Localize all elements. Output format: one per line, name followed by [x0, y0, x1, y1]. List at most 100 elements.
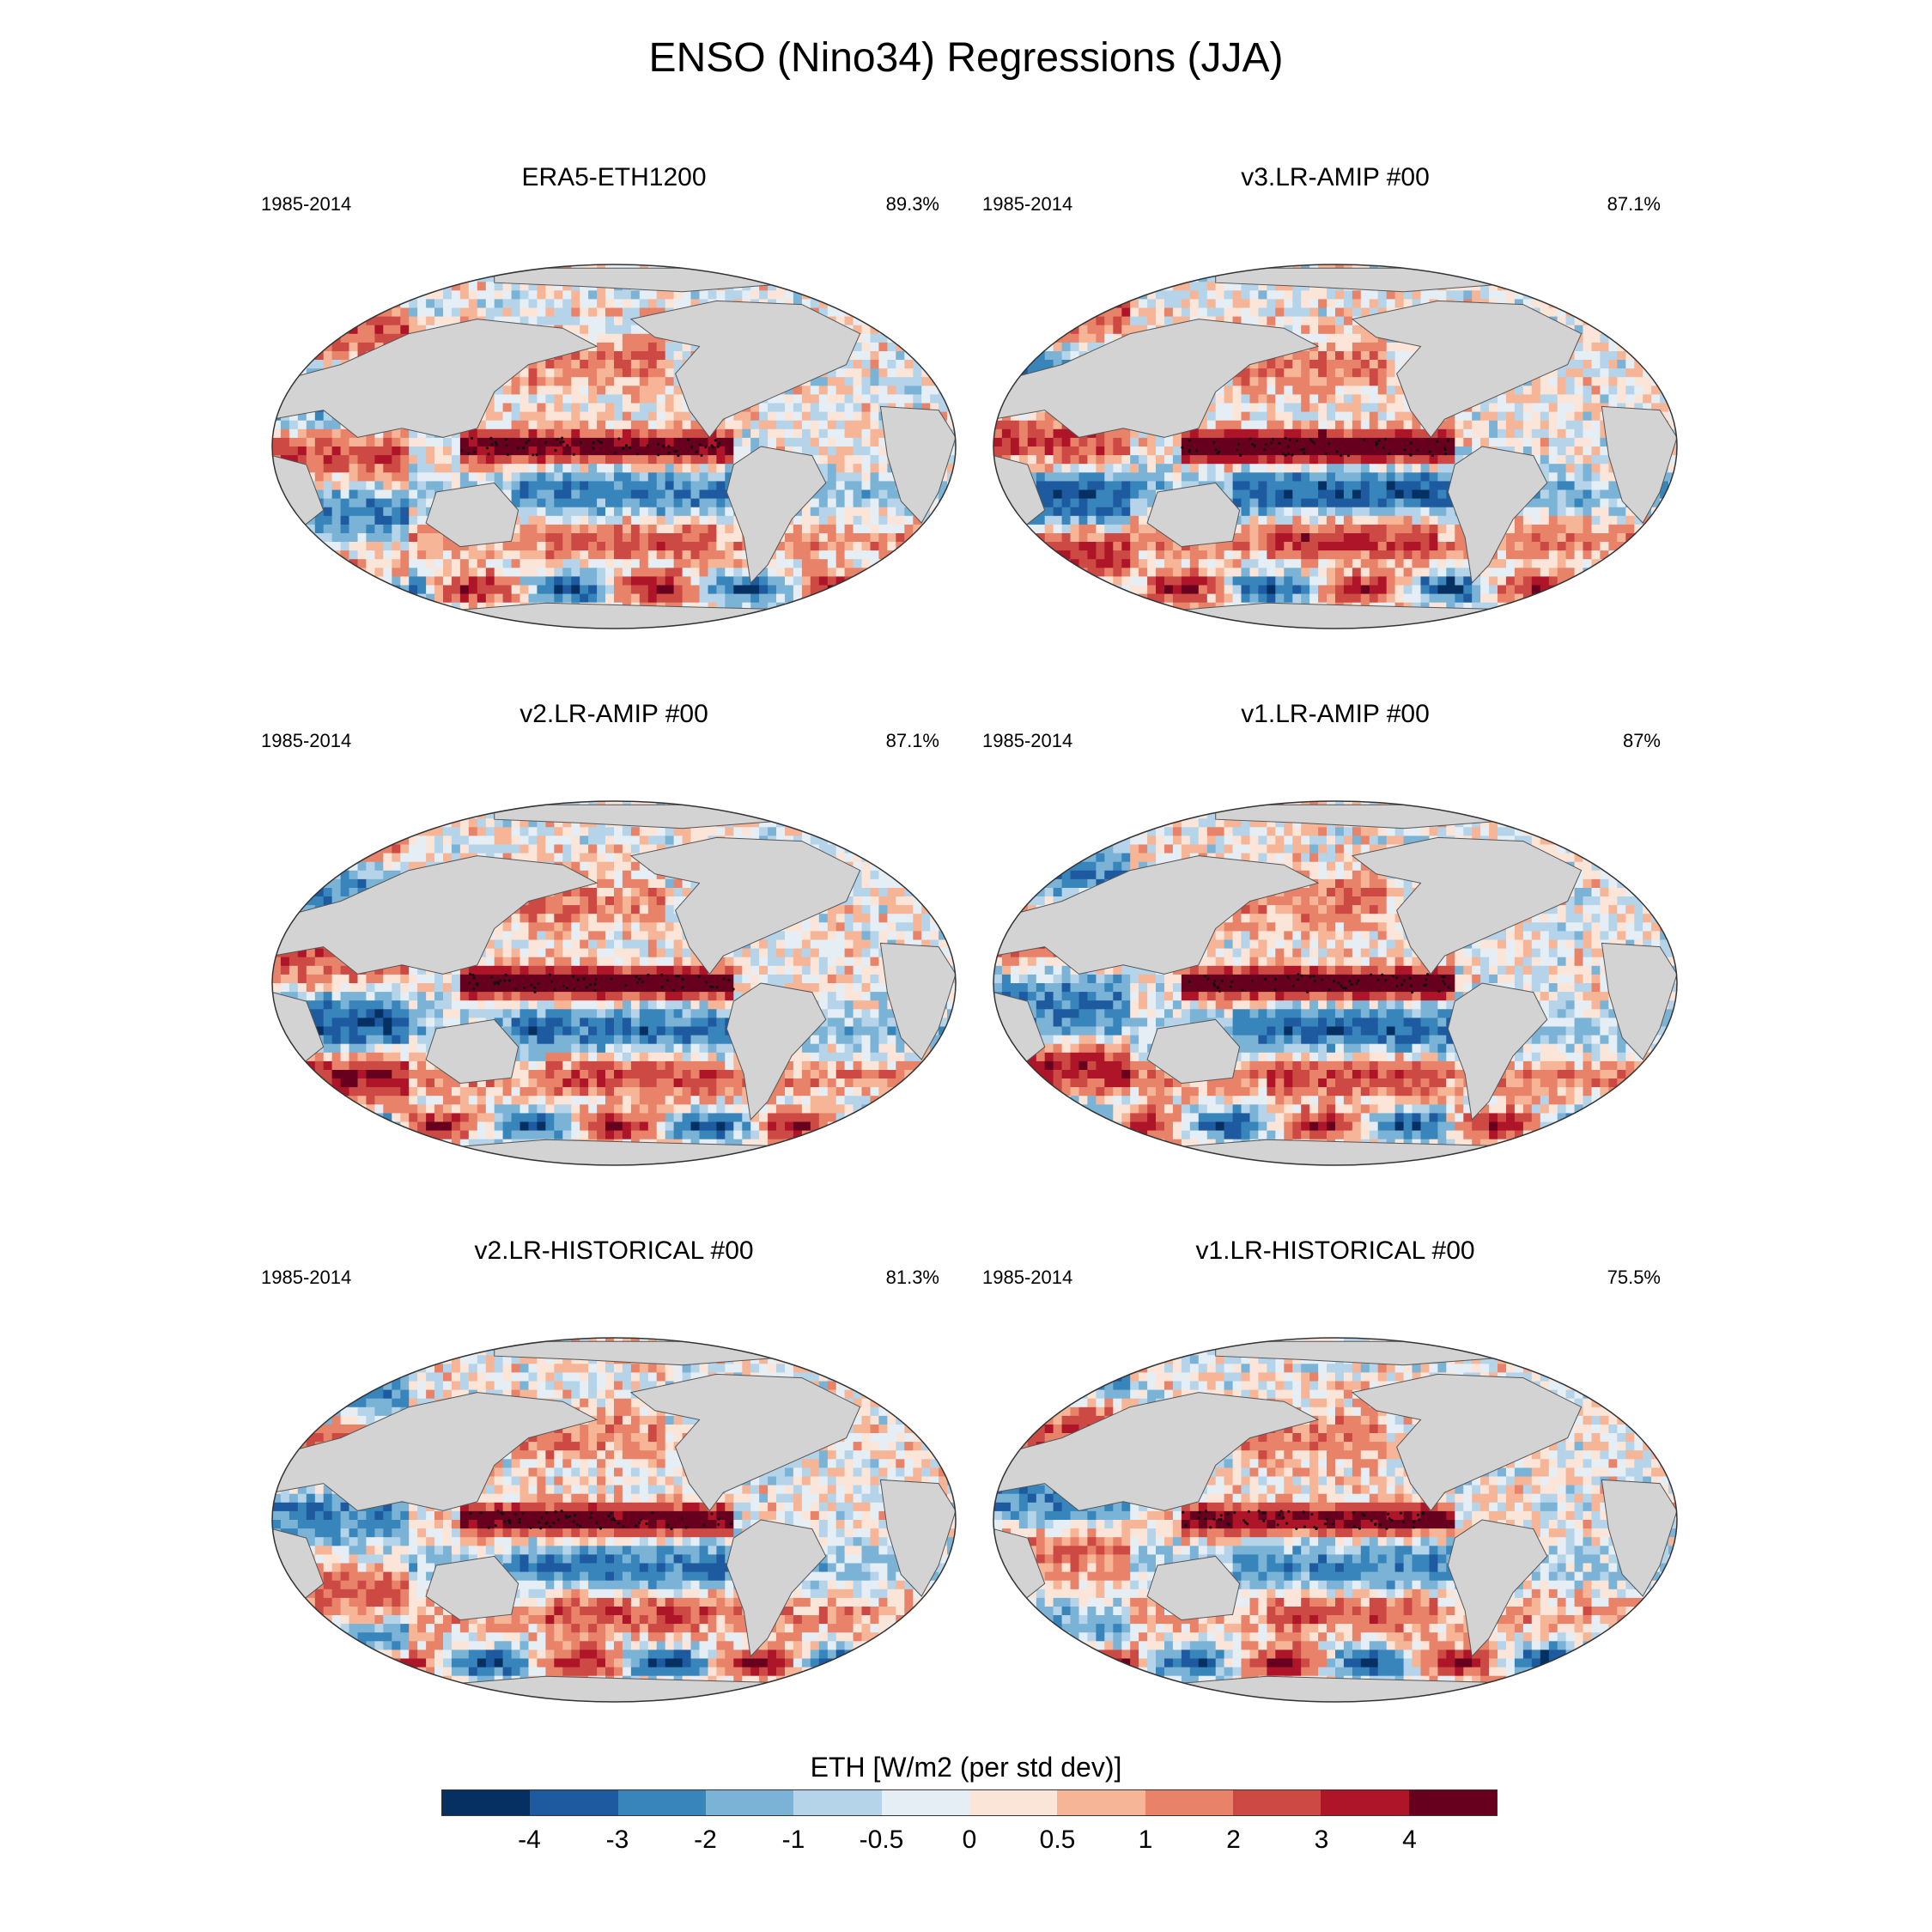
significance-dot: [1428, 450, 1431, 453]
significance-dot: [651, 1511, 654, 1515]
significance-dot: [1264, 442, 1268, 447]
colorbar: [441, 1789, 1498, 1816]
south-america-landmass: [1447, 1519, 1548, 1658]
australia-landmass: [425, 1555, 519, 1621]
significance-dot: [1403, 979, 1406, 982]
significance-dot: [471, 974, 475, 977]
significance-dot: [1376, 978, 1380, 981]
significance-dot: [574, 1514, 577, 1517]
significance-dot: [1422, 1512, 1425, 1516]
significance-dot: [1197, 1516, 1200, 1520]
significance-dot: [1390, 1519, 1394, 1522]
significance-dot: [1340, 453, 1343, 458]
australia-landmass: [1146, 482, 1241, 548]
significance-dot: [710, 1512, 714, 1516]
significance-dot: [506, 453, 510, 456]
significance-dot: [516, 447, 519, 450]
significance-dot: [1325, 1517, 1328, 1521]
significance-dot: [628, 446, 631, 449]
significance-dot: [1291, 453, 1294, 457]
significance-dot: [1303, 1525, 1306, 1528]
significance-dot: [1408, 453, 1412, 456]
significance-dot: [1340, 984, 1343, 987]
significance-dot: [645, 1522, 648, 1526]
colorbar-swatch: [793, 1790, 882, 1815]
significance-dot: [573, 987, 576, 991]
significance-dot: [521, 1512, 525, 1516]
significance-dot: [592, 440, 595, 445]
significance-dot: [609, 1512, 613, 1516]
significance-dot: [611, 1518, 614, 1522]
significance-dot: [705, 981, 708, 984]
significance-dot: [613, 451, 617, 454]
colorbar-tick-label: 2: [1226, 1826, 1241, 1855]
map-panel-v3-amip: v3.LR-AMIP #00 1985-2014 87.1%: [979, 163, 1692, 644]
significance-dot: [722, 977, 726, 981]
south-america-landmass: [1447, 982, 1548, 1121]
significance-dot: [1313, 980, 1316, 983]
significance-dot: [470, 436, 474, 440]
significance-dot: [490, 443, 494, 447]
significance-dot: [495, 443, 498, 447]
significance-dot: [1229, 985, 1232, 988]
significance-dot: [704, 446, 708, 449]
significance-dot: [1198, 1510, 1201, 1514]
significance-dot: [1353, 1525, 1357, 1528]
significance-dot: [1416, 1513, 1420, 1516]
robinson-map: [993, 1337, 1678, 1703]
significance-dot: [555, 438, 558, 441]
significance-dot: [554, 448, 557, 453]
significance-dot: [1331, 1522, 1334, 1526]
significance-dot: [1282, 1516, 1285, 1519]
significance-dot: [1188, 450, 1191, 453]
north-america-landmass: [1351, 300, 1583, 439]
significance-dot: [1309, 975, 1312, 978]
significance-dot: [592, 447, 595, 450]
australia-landmass: [1146, 1555, 1241, 1621]
significance-dot: [1363, 438, 1366, 442]
panel-years: 1985-2014: [982, 1267, 1072, 1289]
significance-dot: [503, 1520, 507, 1523]
significance-dot: [545, 1521, 549, 1524]
africa-landmass: [879, 942, 956, 1060]
significance-dot: [677, 453, 680, 458]
panel-pattern-correlation: 87.1%: [886, 730, 939, 752]
significance-dot: [535, 453, 538, 457]
significance-dot: [1184, 1523, 1188, 1528]
significance-dot: [1321, 978, 1324, 981]
significance-dot: [660, 973, 664, 976]
significance-dot: [508, 1522, 512, 1525]
significance-dot: [681, 977, 684, 981]
asia-europe-landmass: [272, 855, 598, 975]
significance-dot: [1250, 979, 1255, 982]
significance-dot: [1212, 440, 1216, 444]
significance-dot: [624, 444, 629, 447]
significance-dot: [544, 1511, 549, 1515]
significance-dot: [1218, 989, 1222, 993]
significance-dot: [1418, 1518, 1421, 1522]
significance-dot: [662, 445, 665, 448]
significance-dot: [1332, 980, 1336, 983]
africa-landmass: [879, 405, 956, 524]
significance-dot: [579, 1524, 582, 1528]
significance-dot: [727, 978, 731, 982]
significance-dot: [1385, 1527, 1388, 1530]
colorbar-swatch: [1057, 1790, 1145, 1815]
significance-dot: [514, 987, 518, 991]
significance-dot: [1263, 447, 1267, 452]
significance-dot: [568, 1515, 571, 1519]
significance-dot: [1400, 983, 1404, 987]
significance-dot: [1443, 982, 1447, 986]
significance-dot: [533, 990, 537, 993]
significance-dot: [1244, 1521, 1248, 1524]
significance-dot: [1213, 984, 1217, 987]
robinson-map: [993, 264, 1678, 629]
significance-dot: [1409, 441, 1413, 445]
significance-dot: [466, 452, 470, 456]
significance-dot: [498, 979, 501, 982]
significance-dot: [472, 451, 476, 454]
significance-dot: [1327, 988, 1331, 992]
significance-dot: [1443, 975, 1446, 979]
significance-dot: [712, 446, 715, 449]
significance-dot: [1388, 452, 1391, 456]
